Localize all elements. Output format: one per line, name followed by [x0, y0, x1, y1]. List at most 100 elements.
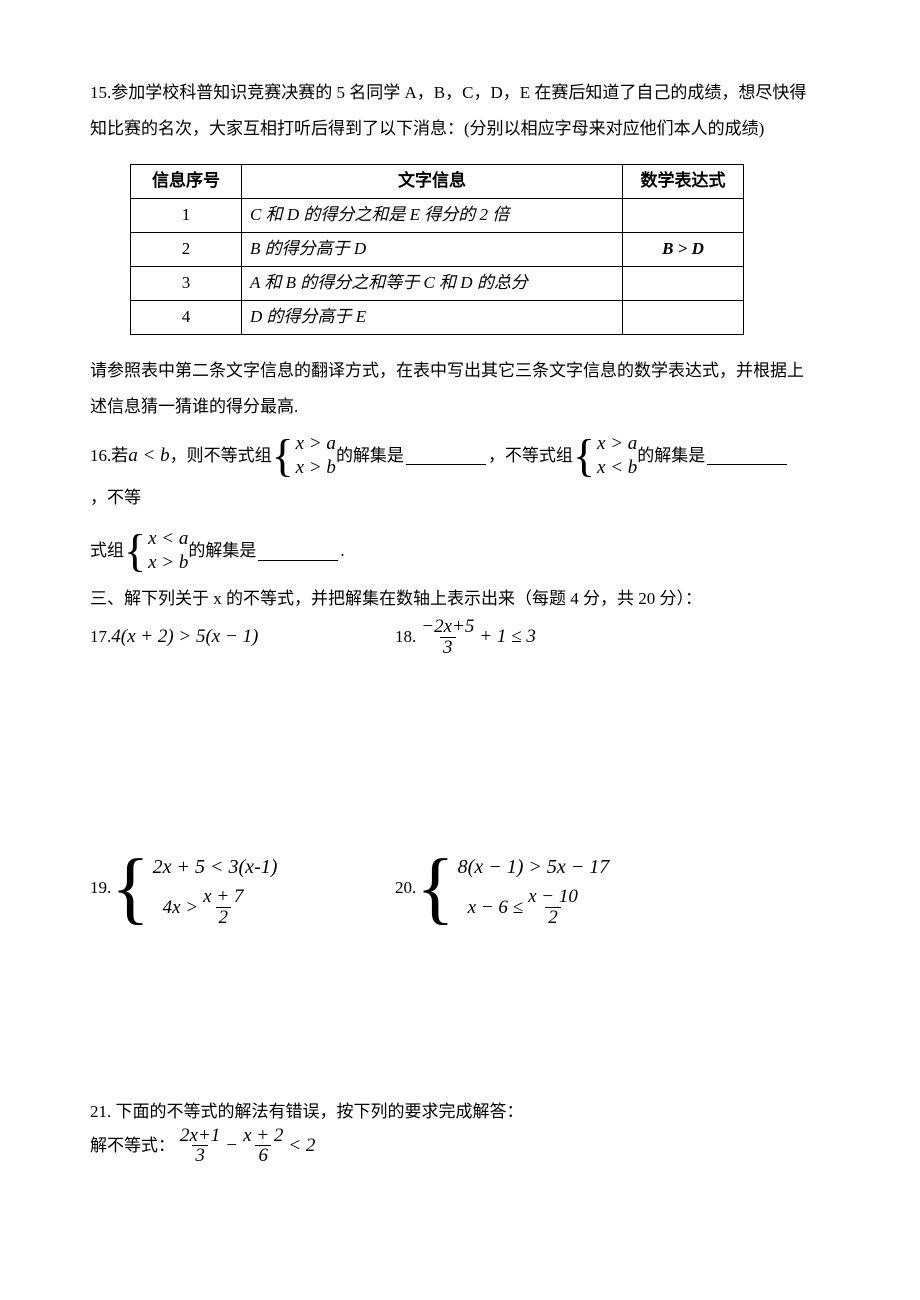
q20-label: 20. — [395, 870, 416, 906]
q19-brace: { 2x + 5 < 3(x-1) 4x > x + 7 2 — [111, 847, 277, 928]
q16-t1: ，则不等式组 — [170, 438, 272, 474]
q21-f1-den: 3 — [192, 1145, 208, 1166]
q19-q20-row: 19. { 2x + 5 < 3(x-1) 4x > x + 7 2 20. {… — [90, 847, 830, 928]
q20-brace: { 8(x − 1) > 5x − 17 x − 6 ≤ x − 10 2 — [416, 847, 609, 928]
q19-frac: x + 7 2 — [200, 887, 246, 928]
q15-after-line1: 请参照表中第二条文字信息的翻译方式，在表中写出其它三条文字信息的数学表达式，并根… — [90, 353, 830, 389]
q21-f1-num: 2x+1 — [177, 1126, 223, 1146]
q21-frac2: x + 2 6 — [240, 1126, 286, 1167]
workspace-gap — [90, 657, 830, 847]
cell-text: C 和 D 的得分之和是 E 得分的 2 倍 — [242, 199, 623, 233]
q17-q18-row: 17. 4(x + 2) > 5(x − 1) 18. −2x+5 3 + 1 … — [90, 617, 830, 658]
blank-input[interactable] — [258, 542, 338, 561]
q19-line1: 2x + 5 < 3(x-1) — [153, 847, 278, 887]
cell-expr — [623, 199, 744, 233]
cell-expr — [623, 267, 744, 301]
q16-sys3: { x < a x > b — [124, 527, 188, 575]
q15-table-wrap: 信息序号 文字信息 数学表达式 1 C 和 D 的得分之和是 E 得分的 2 倍… — [130, 164, 830, 334]
cell-text-span: B 的得分高于 D — [250, 239, 366, 258]
cell-text: D 的得分高于 E — [242, 300, 623, 334]
q19-line2: 4x > x + 7 2 — [153, 887, 278, 928]
table-row: 3 A 和 B 的得分之和等于 C 和 D 的总分 — [131, 267, 744, 301]
q16-sys3-top: x < a — [148, 527, 188, 551]
q17: 17. 4(x + 2) > 5(x − 1) — [90, 617, 395, 658]
q21-line1: 21. 下面的不等式的解法有错误，按下列的要求完成解答： — [90, 1098, 830, 1125]
q16-t4: 的解集是 — [637, 438, 705, 474]
table-row: 4 D 的得分高于 E — [131, 300, 744, 334]
cell-expr — [623, 300, 744, 334]
q15-table: 信息序号 文字信息 数学表达式 1 C 和 D 的得分之和是 E 得分的 2 倍… — [130, 164, 744, 334]
q20-frac: x − 10 2 — [525, 887, 581, 928]
q16-sys1-stack: x > a x > b — [296, 432, 336, 480]
q16-t8: . — [340, 533, 344, 569]
cell-text-span: D 的得分高于 E — [250, 307, 366, 326]
cell-text-span: C 和 D 的得分之和是 E 得分的 2 倍 — [250, 205, 509, 224]
q20-l2-den: 2 — [545, 907, 561, 928]
cell-seq: 1 — [131, 199, 242, 233]
q16-sys1-bot: x > b — [296, 456, 336, 480]
cell-seq: 4 — [131, 300, 242, 334]
th-seq: 信息序号 — [131, 165, 242, 199]
brace-icon: { — [111, 848, 149, 928]
q16-sys2-bot: x < b — [597, 456, 637, 480]
q18-label: 18. — [395, 623, 416, 650]
q21-prefix: 解不等式： — [90, 1132, 175, 1159]
q15-intro-line2: 知比赛的名次，大家互相打听后得到了以下消息：(分别以相应字母来对应他们本人的成绩… — [90, 111, 830, 147]
q16-t5: ，不等 — [90, 480, 141, 516]
q20: 20. { 8(x − 1) > 5x − 17 x − 6 ≤ x − 10 … — [395, 847, 609, 928]
q18-den: 3 — [440, 637, 456, 658]
brace-icon: { — [124, 528, 146, 574]
q16-sys2-stack: x > a x < b — [597, 432, 637, 480]
q16-line2: 式组 { x < a x > b 的解集是 . — [90, 527, 830, 575]
q16-sys2: { x > a x < b — [573, 432, 637, 480]
blank-input[interactable] — [406, 447, 486, 466]
table-header-row: 信息序号 文字信息 数学表达式 — [131, 165, 744, 199]
q19-l2-den: 2 — [216, 907, 232, 928]
q20-l2-num: x − 10 — [525, 887, 581, 907]
workspace-gap — [90, 928, 830, 1098]
q20-line2a: x − 6 ≤ — [468, 889, 523, 927]
blank-input[interactable] — [707, 447, 787, 466]
brace-icon: { — [573, 433, 595, 479]
cell-seq: 2 — [131, 233, 242, 267]
q18-frac: −2x+5 3 — [418, 617, 477, 658]
q20-line1: 8(x − 1) > 5x − 17 — [458, 847, 610, 887]
brace-icon: { — [416, 848, 454, 928]
q19-stack: 2x + 5 < 3(x-1) 4x > x + 7 2 — [153, 847, 278, 928]
q21-frac1: 2x+1 3 — [177, 1126, 223, 1167]
q16-t7: 的解集是 — [188, 533, 256, 569]
q20-line2: x − 6 ≤ x − 10 2 — [458, 887, 610, 928]
q16-sys1: { x > a x > b — [272, 432, 336, 480]
q21-minus: − — [225, 1131, 238, 1161]
q16-sys1-top: x > a — [296, 432, 336, 456]
q16-sys3-stack: x < a x > b — [148, 527, 188, 575]
q18-num: −2x+5 — [418, 617, 477, 637]
q16-sys3-bot: x > b — [148, 551, 188, 575]
q16-sys2-top: x > a — [597, 432, 637, 456]
q16-prefix: 16.若 — [90, 438, 128, 474]
cell-text: B 的得分高于 D — [242, 233, 623, 267]
q16-t2: 的解集是 — [336, 438, 404, 474]
q19-l2-num: x + 7 — [200, 887, 246, 907]
cell-expr: B > D — [623, 233, 744, 267]
section3-heading: 三、解下列关于 x 的不等式，并把解集在数轴上表示出来（每题 4 分，共 20 … — [90, 581, 830, 617]
th-text: 文字信息 — [242, 165, 623, 199]
q18: 18. −2x+5 3 + 1 ≤ 3 — [395, 617, 536, 658]
q15-intro-line1: 15.参加学校科普知识竞赛决赛的 5 名同学 A，B，C，D，E 在赛后知道了自… — [90, 75, 830, 111]
q16-t6: 式组 — [90, 533, 124, 569]
q16-t3: ，不等式组 — [488, 438, 573, 474]
q21-f2-num: x + 2 — [240, 1126, 286, 1146]
q16-cond: a < b — [128, 436, 169, 476]
q21-f2-den: 6 — [255, 1145, 271, 1166]
table-row: 1 C 和 D 的得分之和是 E 得分的 2 倍 — [131, 199, 744, 233]
q18-tail: + 1 ≤ 3 — [479, 622, 536, 652]
cell-seq: 3 — [131, 267, 242, 301]
q17-label: 17. — [90, 623, 111, 650]
q19: 19. { 2x + 5 < 3(x-1) 4x > x + 7 2 — [90, 847, 395, 928]
q19-label: 19. — [90, 870, 111, 906]
q21-line2: 解不等式： 2x+1 3 − x + 2 6 < 2 — [90, 1126, 830, 1167]
q15-after-line2: 述信息猜一猜谁的得分最高. — [90, 389, 830, 425]
brace-icon: { — [272, 433, 294, 479]
table-row: 2 B 的得分高于 D B > D — [131, 233, 744, 267]
cell-text-span: A 和 B 的得分之和等于 C 和 D 的总分 — [250, 273, 528, 292]
